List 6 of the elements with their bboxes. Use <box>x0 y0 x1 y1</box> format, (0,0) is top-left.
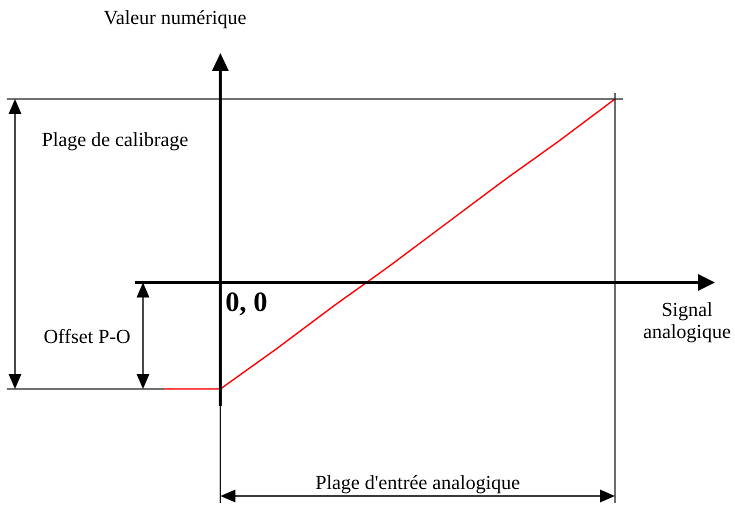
y-axis-title: Valeur numérique <box>104 7 246 29</box>
text: Plage d'entrée analogique <box>315 472 520 494</box>
annotation: Plage de calibrage <box>42 129 188 151</box>
text: Offset P-O <box>44 326 130 348</box>
annotation: 0, 0 <box>225 286 268 318</box>
x-axis-title: Signal analogique <box>642 299 732 343</box>
